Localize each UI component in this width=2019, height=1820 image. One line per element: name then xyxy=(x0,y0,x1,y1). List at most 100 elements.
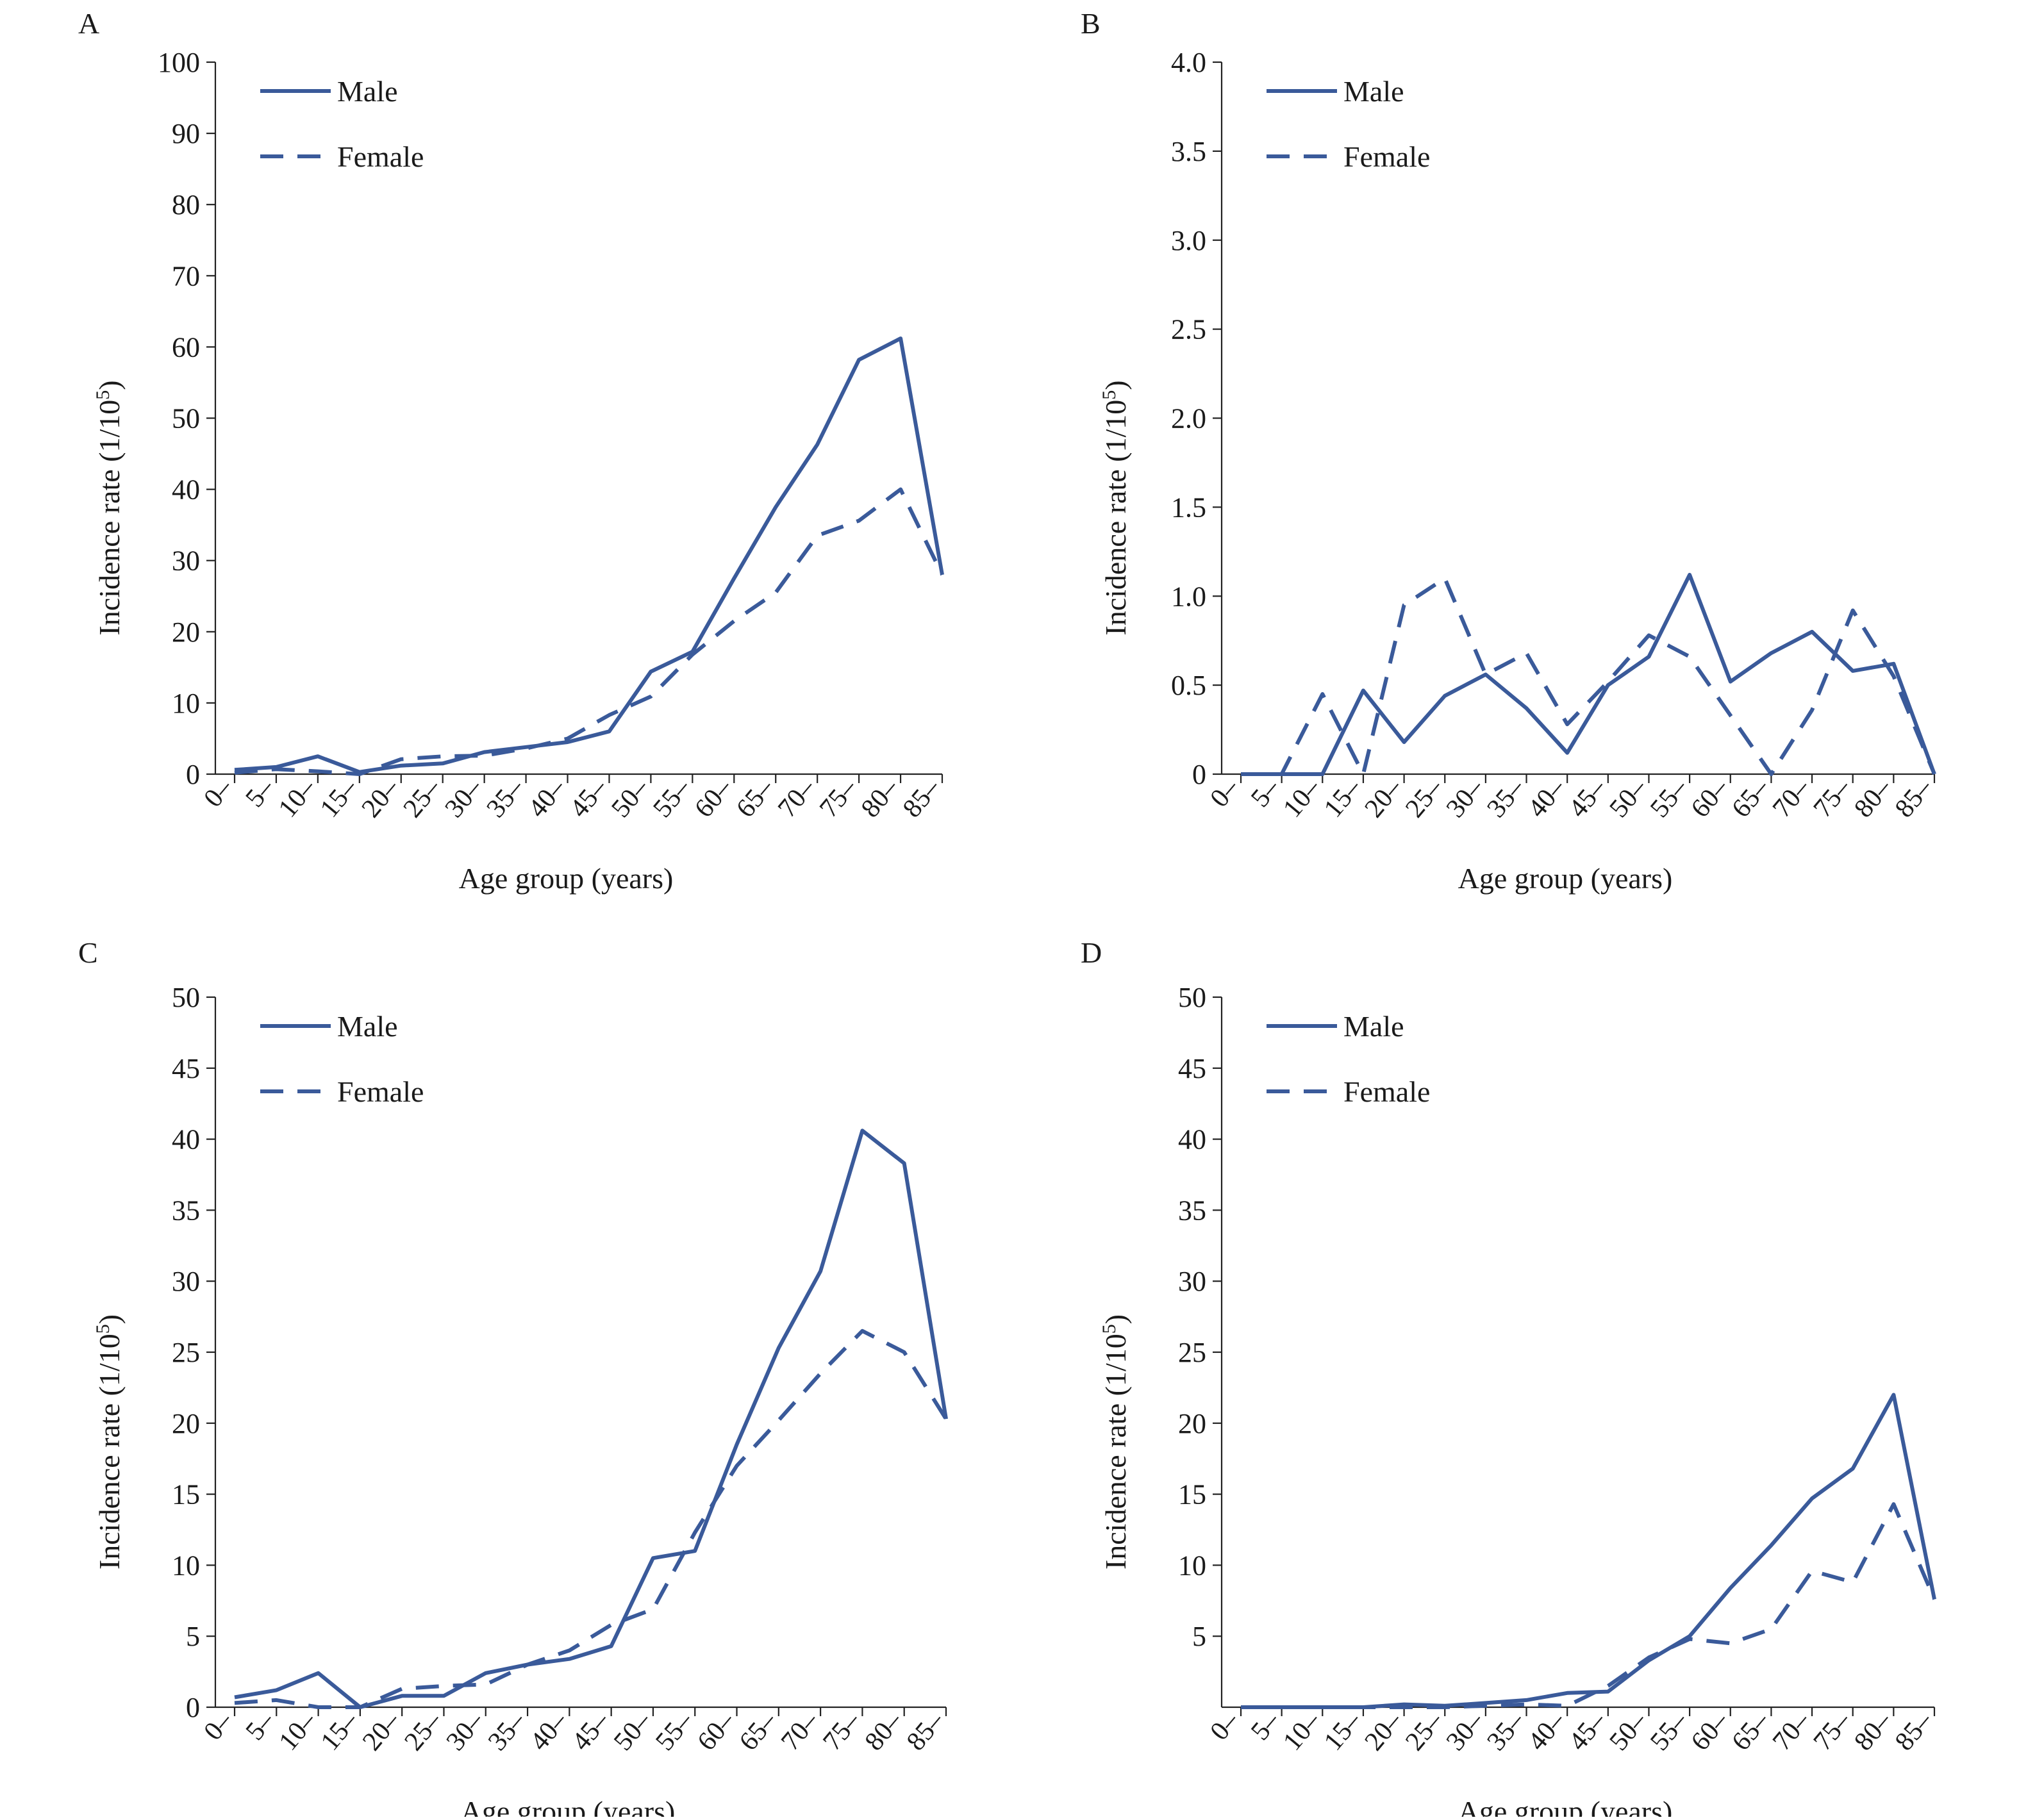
x-tick-label: 30– xyxy=(1441,773,1490,823)
y-axis-title-main: Incidence rate (1/10 xyxy=(1099,400,1132,636)
x-tick-label: 85– xyxy=(1890,773,1938,823)
series-line-male xyxy=(1241,572,1936,776)
x-tick-label: 45– xyxy=(1563,1706,1612,1757)
y-axis-title-close: ) xyxy=(1099,1314,1132,1324)
panel-letter: D xyxy=(1081,936,1102,969)
legend-label-male: Male xyxy=(337,1010,398,1043)
x-tick-label: 60– xyxy=(1686,1706,1734,1757)
y-tick-label: 50 xyxy=(1178,982,1206,1013)
y-tick-label: 50 xyxy=(172,982,200,1013)
y-tick-label: 0 xyxy=(186,759,200,790)
x-tick-label: 10– xyxy=(274,1706,322,1757)
x-tick-label: 80– xyxy=(1849,1706,1897,1757)
x-tick-label: 55– xyxy=(647,773,696,823)
y-tick-label: 10 xyxy=(1178,1550,1206,1581)
series-line-male xyxy=(234,336,944,774)
y-tick-label: 2.0 xyxy=(1171,403,1206,434)
y-tick-label: 15 xyxy=(172,1479,200,1510)
x-tick-label: 0– xyxy=(1204,1706,1245,1746)
x-tick-label: 25– xyxy=(398,773,447,823)
x-tick-label: 50– xyxy=(1604,1706,1652,1757)
x-tick-label: 70– xyxy=(776,1706,824,1757)
y-tick-label: 40 xyxy=(172,474,200,506)
y-axis-title-close: ) xyxy=(93,380,126,390)
series-line-male xyxy=(234,1129,948,1709)
x-tick-label: 15– xyxy=(1318,773,1367,823)
y-tick-label: 45 xyxy=(1178,1053,1206,1084)
x-tick-label: 35– xyxy=(481,773,530,823)
y-tick-label: 15 xyxy=(1178,1479,1206,1510)
x-tick-label: 20– xyxy=(1359,773,1408,823)
x-tick-label: 10– xyxy=(1277,773,1326,823)
series-line-male xyxy=(1241,1393,1936,1709)
series-line-female xyxy=(1241,576,1936,776)
y-tick-label: 35 xyxy=(1178,1195,1206,1226)
y-tick-label: 20 xyxy=(172,616,200,648)
y-axis-title: Incidence rate (1/105) xyxy=(92,1314,126,1569)
y-tick-label: 35 xyxy=(172,1195,200,1226)
x-tick-label: 15– xyxy=(1318,1706,1367,1757)
x-axis-title: Age group (years) xyxy=(1458,1795,1673,1817)
x-tick-label: 65– xyxy=(734,1706,783,1757)
x-tick-label: 40– xyxy=(524,1706,573,1757)
x-tick-label: 20– xyxy=(356,773,405,823)
y-axis-title: Incidence rate (1/105) xyxy=(92,380,126,635)
x-tick-label: 70– xyxy=(1767,1706,1816,1757)
x-tick-label: 10– xyxy=(1277,1706,1326,1757)
legend-label-female: Female xyxy=(1343,1075,1430,1108)
y-tick-label: 60 xyxy=(172,331,200,363)
y-tick-label: 1.5 xyxy=(1171,492,1206,523)
x-tick-label: 85– xyxy=(1890,1706,1938,1757)
x-tick-label: 55– xyxy=(650,1706,699,1757)
y-tick-label: 30 xyxy=(172,545,200,577)
x-tick-label: 55– xyxy=(1645,1706,1693,1757)
legend-label-female: Female xyxy=(337,140,424,173)
x-tick-label: 5– xyxy=(240,1706,281,1746)
y-axis-title-main: Incidence rate (1/10 xyxy=(1099,1334,1132,1569)
x-tick-label: 65– xyxy=(1726,1706,1775,1757)
x-tick-label: 45– xyxy=(567,1706,615,1757)
y-axis-title: Incidence rate (1/105) xyxy=(1099,1314,1132,1569)
y-tick-label: 3.5 xyxy=(1171,136,1206,167)
x-tick-label: 5– xyxy=(1245,1706,1286,1746)
series-line-female xyxy=(234,1328,948,1709)
y-tick-label: 90 xyxy=(172,118,200,149)
x-tick-label: 70– xyxy=(1767,773,1816,823)
y-tick-label: 45 xyxy=(172,1053,200,1084)
x-tick-label: 40– xyxy=(1522,773,1571,823)
x-tick-label: 15– xyxy=(315,773,363,823)
y-tick-label: 5 xyxy=(1192,1621,1206,1652)
y-tick-label: 100 xyxy=(158,47,200,78)
x-tick-label: 30– xyxy=(441,1706,490,1757)
legend-label-female: Female xyxy=(337,1075,424,1108)
x-tick-label: 85– xyxy=(901,1706,950,1757)
x-tick-label: 25– xyxy=(1400,773,1449,823)
y-tick-label: 0.5 xyxy=(1171,670,1206,701)
x-tick-label: 0– xyxy=(1204,773,1245,813)
y-tick-label: 50 xyxy=(172,403,200,434)
y-tick-label: 3.0 xyxy=(1171,225,1206,256)
y-tick-label: 10 xyxy=(172,1550,200,1581)
x-tick-label: 80– xyxy=(856,773,904,823)
y-axis-title-main: Incidence rate (1/10 xyxy=(93,1334,126,1569)
x-tick-label: 70– xyxy=(772,773,821,823)
x-tick-label: 75– xyxy=(814,773,863,823)
x-tick-label: 65– xyxy=(731,773,779,823)
y-tick-label: 0 xyxy=(1192,759,1206,790)
y-tick-label: 80 xyxy=(172,189,200,220)
x-tick-label: 60– xyxy=(1686,773,1734,823)
x-tick-label: 50– xyxy=(608,1706,657,1757)
y-tick-label: 4.0 xyxy=(1171,47,1206,78)
x-tick-label: 20– xyxy=(357,1706,406,1757)
x-tick-label: 80– xyxy=(1849,773,1897,823)
x-axis-title: Age group (years) xyxy=(459,862,674,895)
x-tick-label: 5– xyxy=(240,773,280,813)
y-tick-label: 20 xyxy=(172,1408,200,1439)
y-tick-label: 25 xyxy=(1178,1337,1206,1368)
y-tick-label: 5 xyxy=(186,1621,200,1652)
y-tick-label: 30 xyxy=(1178,1266,1206,1297)
x-tick-label: 40– xyxy=(522,773,571,823)
legend-label-male: Male xyxy=(337,75,398,108)
x-tick-label: 80– xyxy=(860,1706,908,1757)
